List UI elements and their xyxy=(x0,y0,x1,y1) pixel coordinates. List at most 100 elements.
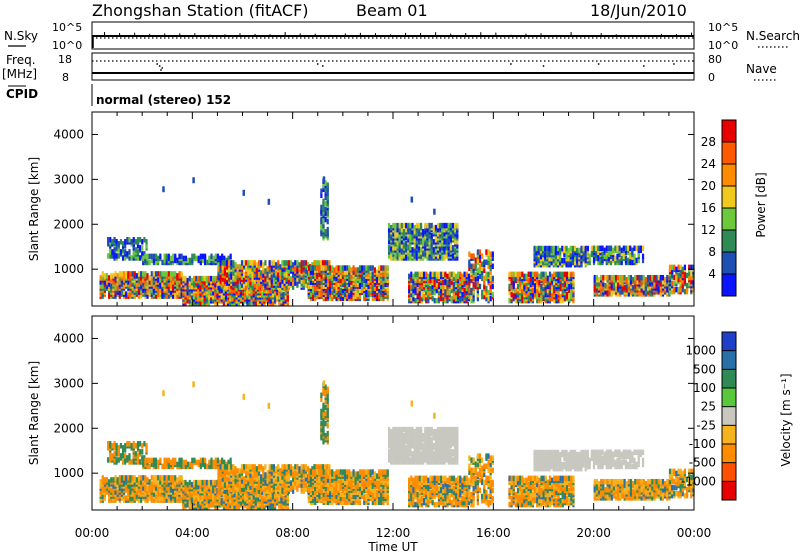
power-cell xyxy=(610,246,612,252)
power-cell xyxy=(559,248,561,254)
power-cell xyxy=(126,251,128,257)
power-cell xyxy=(174,254,176,260)
power-cell xyxy=(544,246,546,252)
velocity-cell xyxy=(163,475,165,481)
freq-dot xyxy=(643,65,645,67)
power-cell xyxy=(403,223,405,229)
power-cell xyxy=(357,267,359,273)
power-cell xyxy=(591,246,593,252)
power-cbar-swatch xyxy=(722,274,736,297)
power-cell xyxy=(288,260,290,266)
power-cell xyxy=(521,272,523,278)
power-cell xyxy=(602,275,604,281)
power-cell xyxy=(585,246,587,252)
power-cbar-swatch xyxy=(722,120,736,143)
velocity-cell xyxy=(131,459,133,465)
power-cell xyxy=(374,267,376,273)
power-cell xyxy=(485,259,487,265)
power-cell xyxy=(669,265,671,271)
power-cell xyxy=(323,265,325,271)
velocity-cell xyxy=(132,475,134,481)
power-cell xyxy=(414,272,416,278)
velocity-cell xyxy=(151,475,153,481)
power-cell xyxy=(598,277,600,283)
velocity-cell xyxy=(210,458,212,464)
velocity-cell xyxy=(140,475,142,481)
power-cell xyxy=(271,260,273,266)
power-cell xyxy=(479,249,481,255)
power-cell xyxy=(545,272,547,278)
power-cell xyxy=(135,239,137,245)
power-cell xyxy=(191,278,193,284)
power-cell xyxy=(662,275,664,281)
power-cell xyxy=(631,248,633,254)
power-cell xyxy=(245,260,247,266)
power-cell xyxy=(137,237,139,243)
power-cell xyxy=(417,288,419,294)
velocity-cell xyxy=(136,477,138,483)
velocity-cell xyxy=(204,458,206,464)
power-cell xyxy=(325,265,327,271)
power-cell xyxy=(642,246,644,252)
freq-dot xyxy=(598,63,600,65)
power-cell xyxy=(439,223,441,229)
velocity-cell xyxy=(149,464,151,470)
power-cell xyxy=(515,272,517,278)
power-cell xyxy=(249,260,251,266)
power-cell xyxy=(470,288,472,294)
power-cell xyxy=(517,272,519,278)
power-cell xyxy=(479,274,481,280)
power-cell xyxy=(290,276,292,282)
power-cell xyxy=(422,239,424,245)
power-cell xyxy=(538,274,540,280)
power-cell xyxy=(424,223,426,229)
power-cell xyxy=(572,246,574,252)
velocity-cell xyxy=(137,453,139,459)
power-cell xyxy=(340,265,342,271)
power-cell xyxy=(376,286,378,292)
power-cell xyxy=(446,223,448,229)
freq-scatter-dots xyxy=(156,63,675,71)
power-cell xyxy=(624,285,626,291)
power-cell xyxy=(434,272,436,278)
power-cell xyxy=(548,246,550,252)
power-cell xyxy=(378,265,380,271)
power-cell xyxy=(187,278,189,284)
power-cell xyxy=(448,223,450,229)
power-cell xyxy=(599,246,601,252)
power-cell xyxy=(632,277,634,283)
power-cell xyxy=(365,290,367,296)
power-cell xyxy=(587,246,589,252)
power-cell xyxy=(412,274,414,280)
power-cell xyxy=(436,298,438,304)
velocity-cell xyxy=(126,441,128,447)
power-cell xyxy=(352,265,354,271)
power-cell xyxy=(241,260,243,266)
power-cell xyxy=(187,258,189,264)
power-cell xyxy=(636,258,638,264)
power-cell xyxy=(142,256,144,261)
power-cell xyxy=(215,254,217,260)
power-cell xyxy=(538,246,540,252)
power-cell xyxy=(574,246,576,252)
power-cell xyxy=(555,272,557,278)
power-cell xyxy=(450,223,452,229)
power-cell xyxy=(320,189,322,195)
power-cell xyxy=(303,260,305,266)
power-cell xyxy=(161,260,163,266)
power-cell xyxy=(279,264,281,270)
power-cell xyxy=(423,272,425,278)
power-cell xyxy=(423,294,425,300)
power-cell xyxy=(455,274,457,280)
power-cell xyxy=(363,265,365,271)
power-cell xyxy=(390,225,392,231)
power-cell xyxy=(492,284,494,290)
power-cell xyxy=(382,265,384,271)
power-cell xyxy=(557,246,559,252)
power-cell xyxy=(600,275,602,281)
velocity-cell xyxy=(112,477,114,483)
power-cell xyxy=(324,260,326,266)
power-cell xyxy=(189,258,191,264)
